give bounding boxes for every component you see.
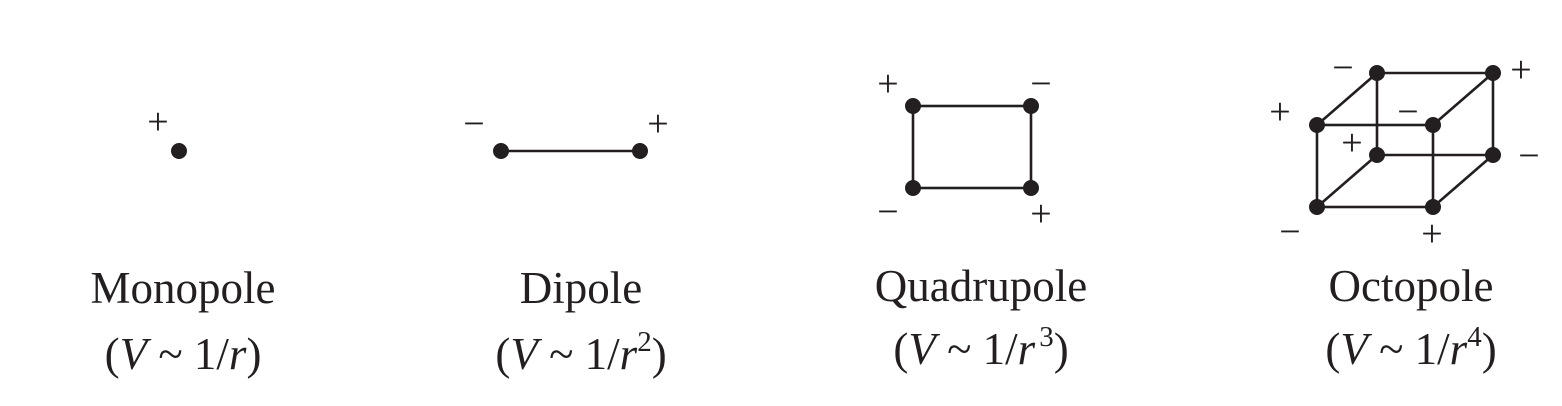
quadrupole-charge-bottom-left — [905, 180, 921, 196]
octopole-charge — [1369, 147, 1385, 163]
quadrupole-formula: (V ~ 1/r 3) — [893, 321, 1068, 374]
quadrupole-charge-top-left — [905, 98, 921, 114]
octopole-charge — [1369, 65, 1385, 81]
octopole-charge — [1425, 117, 1441, 133]
octopole-sign-back-top-right: + — [1510, 49, 1531, 91]
octopole-charge — [1309, 117, 1325, 133]
cube-edge — [1432, 154, 1494, 208]
quadrupole-charge-bottom-right — [1023, 180, 1039, 196]
octopole-charge — [1309, 199, 1325, 215]
dipole-label: Dipole — [520, 263, 642, 313]
cube-edge — [1316, 72, 1378, 126]
dipole-formula: (V ~ 1/r2) — [495, 326, 666, 379]
octopole-label: Octopole — [1329, 261, 1494, 311]
quadrupole-panel: + − − + Quadrupole (V ~ 1/r 3) — [875, 63, 1087, 374]
octopole-charge — [1485, 65, 1501, 81]
octopole-formula: (V ~ 1/r4) — [1325, 321, 1496, 374]
cube-front-face — [1315, 123, 1435, 209]
monopole-label: Monopole — [91, 263, 276, 313]
quadrupole-sign-bottom-right: + — [1030, 193, 1051, 235]
cube-edge — [1432, 72, 1494, 126]
octopole-panel: + − + − − + − + Octopole (V ~ 1/r4) — [1269, 47, 1539, 374]
cube-edge — [1316, 154, 1378, 208]
octopole-sign-front-top-left: + — [1269, 91, 1290, 133]
octopole-sign-front-bottom-left: − — [1279, 211, 1300, 253]
dipole-sign-minus: − — [463, 103, 484, 145]
dipole-panel: − + Dipole (V ~ 1/r2) — [463, 103, 668, 379]
octopole-sign-back-bottom-right: − — [1518, 135, 1539, 177]
octopole-sign-back-top-left: − — [1332, 47, 1353, 89]
quadrupole-sign-top-right: − — [1030, 63, 1051, 105]
monopole-panel: + Monopole (V ~ 1/r) — [91, 101, 276, 379]
monopole-formula: (V ~ 1/r) — [105, 329, 262, 379]
octopole-sign-back-bottom-left: + — [1341, 122, 1362, 164]
monopole-charge — [171, 143, 187, 159]
quadrupole-sign-top-left: + — [877, 63, 898, 105]
octopole-charge — [1425, 199, 1441, 215]
dipole-charge-negative — [493, 143, 509, 159]
octopole-sign-front-top-right: − — [1397, 91, 1418, 133]
monopole-sign-plus: + — [147, 101, 168, 143]
octopole-sign-front-bottom-right: + — [1421, 213, 1442, 255]
dipole-sign-plus: + — [647, 103, 668, 145]
quadrupole-label: Quadrupole — [875, 261, 1087, 311]
dipole-charge-positive — [632, 143, 648, 159]
quadrupole-charge-top-right — [1023, 98, 1039, 114]
quadrupole-sign-bottom-left: − — [877, 191, 898, 233]
octopole-charge — [1485, 147, 1501, 163]
quadrupole-square — [911, 104, 1033, 190]
